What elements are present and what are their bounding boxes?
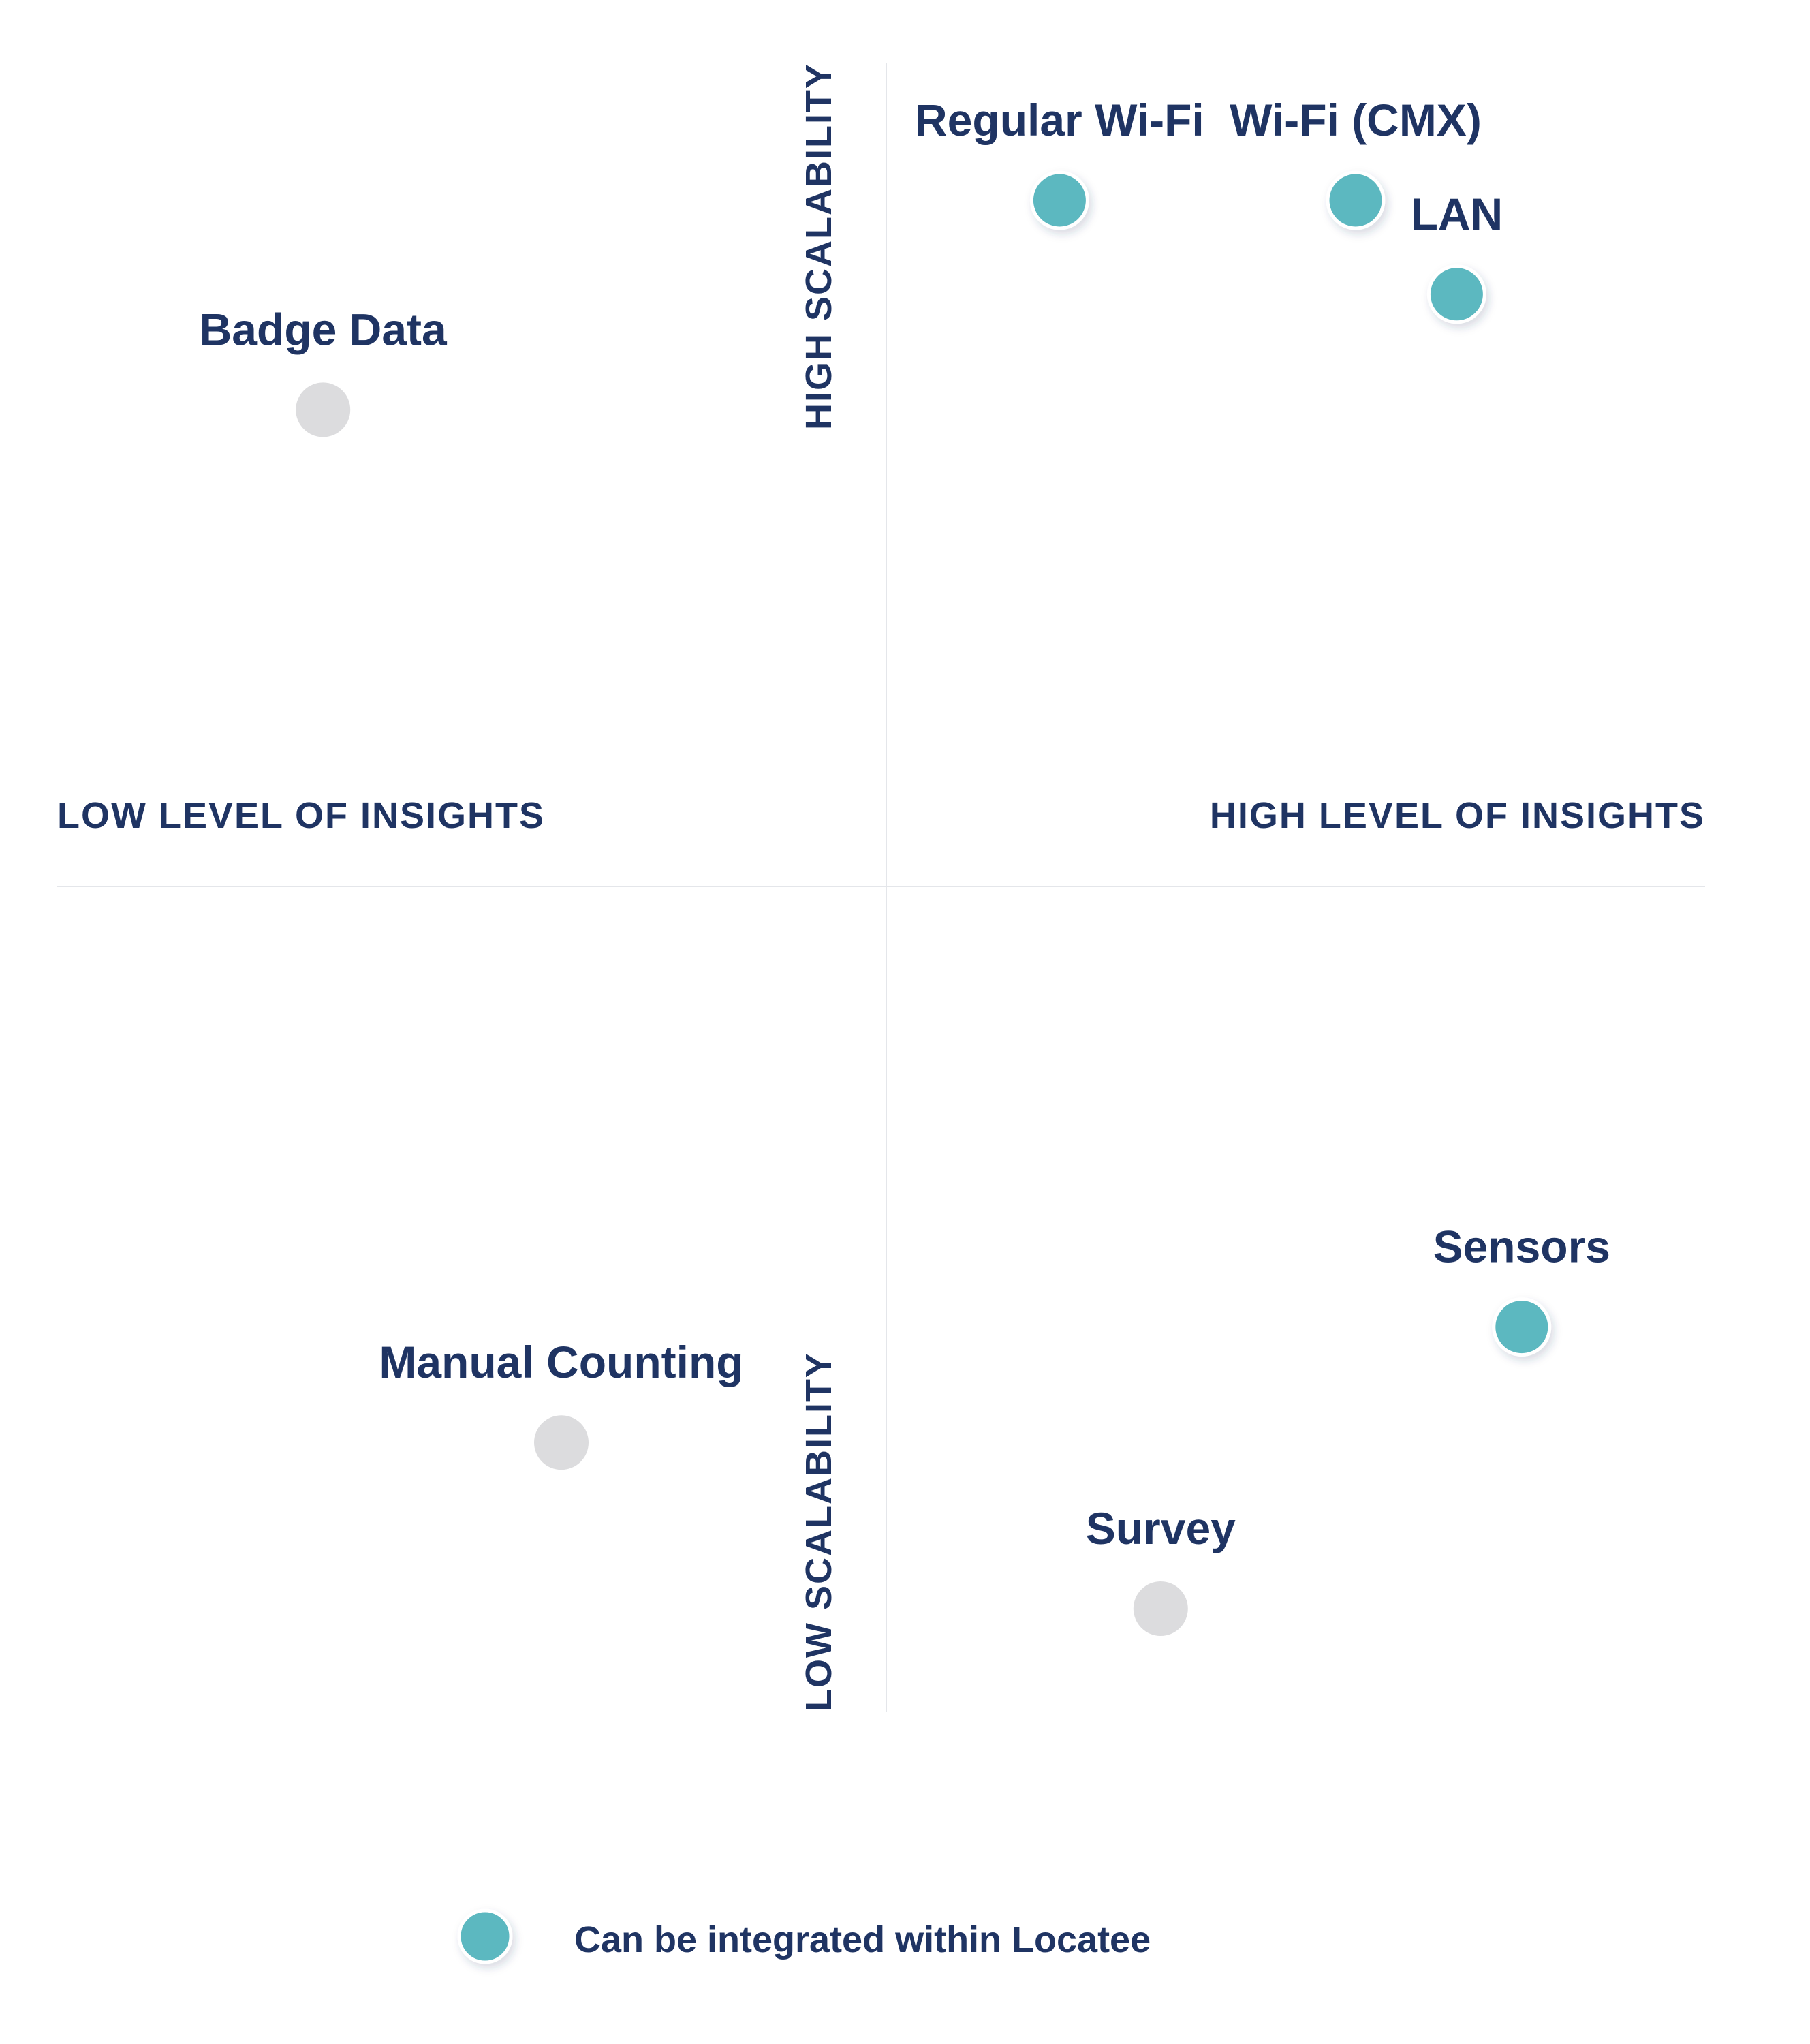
legend: Can be integrated within Locatee bbox=[457, 1908, 1151, 1964]
data-point-badge-data: Badge Data bbox=[200, 304, 448, 437]
data-point-survey: Survey bbox=[1086, 1503, 1236, 1636]
x-axis-high-label: HIGH LEVEL OF INSIGHTS bbox=[1210, 795, 1705, 836]
point-marker bbox=[1029, 170, 1089, 230]
point-label: Manual Counting bbox=[379, 1337, 743, 1387]
point-marker bbox=[1326, 170, 1386, 230]
point-label: Sensors bbox=[1433, 1222, 1610, 1272]
point-label: Wi-Fi (CMX) bbox=[1230, 95, 1482, 145]
data-point-sensors: Sensors bbox=[1433, 1222, 1610, 1357]
y-axis-high-label: HIGH SCALABILITY bbox=[798, 63, 839, 430]
data-point-wi-fi-cmx: Wi-Fi (CMX) bbox=[1230, 95, 1482, 230]
data-point-lan: LAN bbox=[1411, 189, 1503, 324]
point-label: Badge Data bbox=[200, 304, 448, 354]
data-point-manual-counting: Manual Counting bbox=[379, 1337, 744, 1470]
point-marker bbox=[1492, 1297, 1552, 1357]
point-label: Regular Wi-Fi bbox=[915, 95, 1204, 145]
point-label: LAN bbox=[1411, 189, 1503, 239]
legend-label: Can be integrated within Locatee bbox=[574, 1919, 1151, 1960]
points-layer: Regular Wi-Fi Wi-Fi (CMX) LAN Badge Data Sen… bbox=[200, 95, 1610, 1636]
point-marker bbox=[296, 382, 351, 437]
point-marker bbox=[1133, 1581, 1188, 1636]
legend-integrated-dot bbox=[457, 1908, 513, 1964]
y-axis-low-label: LOW SCALABILITY bbox=[798, 1352, 839, 1712]
point-marker bbox=[1426, 264, 1486, 324]
point-label: Survey bbox=[1086, 1503, 1236, 1553]
data-point-regular-wi-fi: Regular Wi-Fi bbox=[915, 95, 1204, 230]
point-marker bbox=[534, 1415, 589, 1470]
x-axis-low-label: LOW LEVEL OF INSIGHTS bbox=[57, 795, 545, 836]
